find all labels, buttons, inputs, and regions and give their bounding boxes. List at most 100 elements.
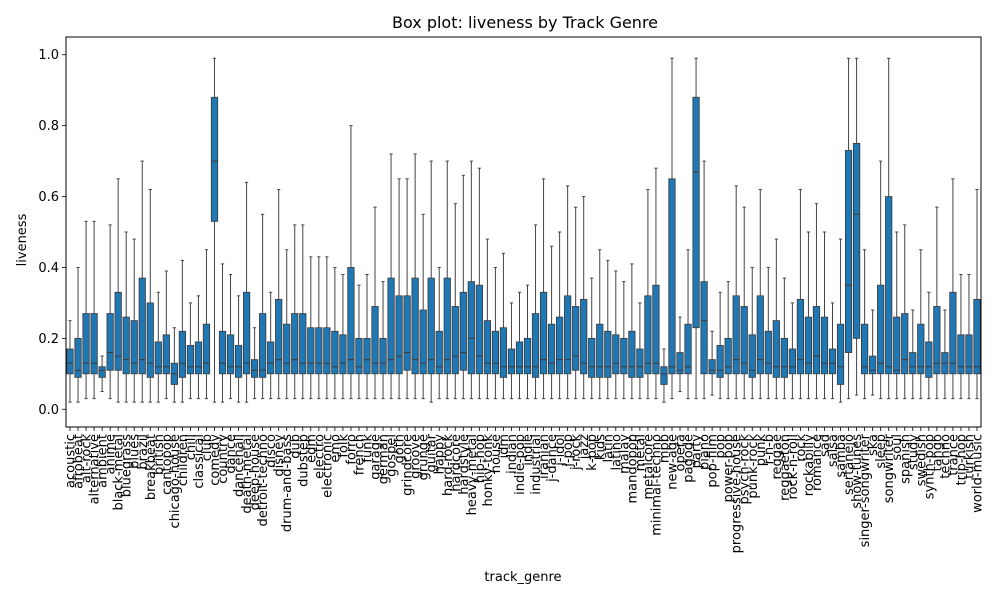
box-classical — [194, 295, 203, 400]
y-axis: 0.0 0.2 0.4 0.6 0.8 1.0 — [38, 48, 66, 418]
x-tick-label: country — [216, 434, 231, 484]
box-body — [435, 330, 443, 375]
box-body — [547, 323, 556, 375]
box-latin — [604, 259, 612, 400]
y-tick-label: 0.8 — [38, 119, 59, 134]
box-body — [708, 359, 716, 375]
box-world-music — [973, 188, 981, 400]
box-body — [507, 348, 516, 375]
box-kids — [596, 249, 604, 400]
box-body — [804, 316, 813, 375]
box-children — [178, 259, 186, 403]
box-body — [564, 295, 572, 375]
box-body — [612, 334, 620, 375]
box-sad — [820, 231, 829, 400]
x-tick-label: black-metal — [112, 434, 127, 511]
plot-frame — [65, 36, 982, 428]
box-body — [636, 348, 644, 378]
x-tick-label: indie — [521, 434, 536, 466]
x-tick-label: dubstep — [296, 434, 311, 487]
x-tick-label: grunge — [417, 434, 432, 480]
box-body — [146, 302, 154, 378]
x-tick-label: gospel — [385, 434, 400, 477]
box-heavy-metal — [467, 160, 475, 400]
box-trance — [949, 178, 957, 400]
box-forro — [347, 125, 355, 400]
x-tick-label: disco — [264, 434, 279, 468]
y-tick-label: 0.4 — [38, 261, 59, 276]
box-body — [724, 337, 732, 375]
x-axis: acousticafrobeatalt-rockalternativeambie… — [64, 427, 985, 553]
box-body — [588, 337, 596, 378]
box-body — [202, 323, 211, 375]
box-folk — [339, 274, 347, 400]
x-tick-label: reggae — [770, 434, 785, 480]
box-indie-pop — [515, 291, 524, 400]
box-body — [98, 366, 106, 378]
x-tick-label: show-tunes — [850, 434, 865, 509]
box-death-metal — [242, 181, 251, 403]
x-tick-label: chill — [184, 434, 199, 460]
box-swedish — [917, 249, 925, 400]
x-tick-label: children — [176, 434, 191, 486]
y-tick-label: 0.0 — [38, 403, 59, 418]
x-tick-label: guitar — [425, 433, 440, 472]
box-metalcore — [644, 188, 652, 400]
x-tick-label: hardstyle — [457, 434, 472, 495]
box-body — [427, 277, 435, 375]
box-electro — [315, 256, 323, 400]
box-turkish — [965, 274, 973, 400]
box-k-pop — [588, 277, 596, 400]
x-tick-label: dancehall — [232, 434, 247, 497]
box-edm — [307, 256, 315, 400]
box-cantopop — [162, 270, 170, 400]
x-tick-label: party — [690, 434, 705, 469]
box-j-dance — [547, 245, 556, 400]
x-tick-label: rock-n-roll — [786, 434, 801, 500]
box-body — [242, 291, 251, 375]
box-body — [740, 306, 748, 375]
box-garage — [371, 206, 379, 400]
x-tick-label: house — [489, 434, 504, 473]
x-tick-label: afrobeat — [72, 434, 87, 489]
box-sertanejo — [844, 57, 853, 400]
x-tick-label: mandopop — [625, 434, 640, 504]
box-tango — [933, 206, 941, 400]
x-tick-label: salsa — [826, 434, 841, 467]
box-body — [66, 348, 74, 375]
box-body — [852, 142, 861, 339]
box-body — [467, 281, 475, 375]
box-indie — [523, 284, 532, 400]
x-tick-label: edm — [304, 434, 319, 463]
box-body — [877, 284, 885, 375]
box-body — [363, 337, 371, 375]
x-tick-label: dub — [288, 434, 303, 459]
x-tick-label: comedy — [208, 434, 223, 486]
x-tick-label: rockabilly — [802, 434, 817, 497]
box-ska — [869, 309, 877, 396]
x-tick-label: sertanejo — [842, 434, 857, 495]
box-body — [885, 196, 893, 375]
box-body — [772, 320, 780, 378]
box-body — [226, 334, 235, 375]
box-body — [716, 345, 724, 378]
x-tick-label: acoustic — [64, 434, 79, 488]
box-body — [411, 277, 419, 375]
box-body — [539, 291, 548, 375]
x-tick-label: blues — [128, 434, 143, 469]
box-body — [299, 313, 307, 375]
box-body — [828, 348, 837, 375]
box-mandopop — [628, 263, 636, 400]
x-tick-label: dance — [224, 434, 239, 474]
box-chicago-house — [170, 327, 178, 403]
box-body — [949, 291, 957, 375]
box-rockabilly — [804, 231, 813, 400]
x-tick-label: singer-songwriter — [858, 433, 873, 547]
box-soul — [893, 231, 901, 400]
box-body — [178, 330, 186, 378]
x-tick-label: emo — [328, 434, 343, 463]
box-body — [748, 334, 756, 378]
box-body — [90, 313, 98, 375]
x-tick-label: brazil — [136, 434, 151, 470]
box-body — [820, 316, 829, 375]
